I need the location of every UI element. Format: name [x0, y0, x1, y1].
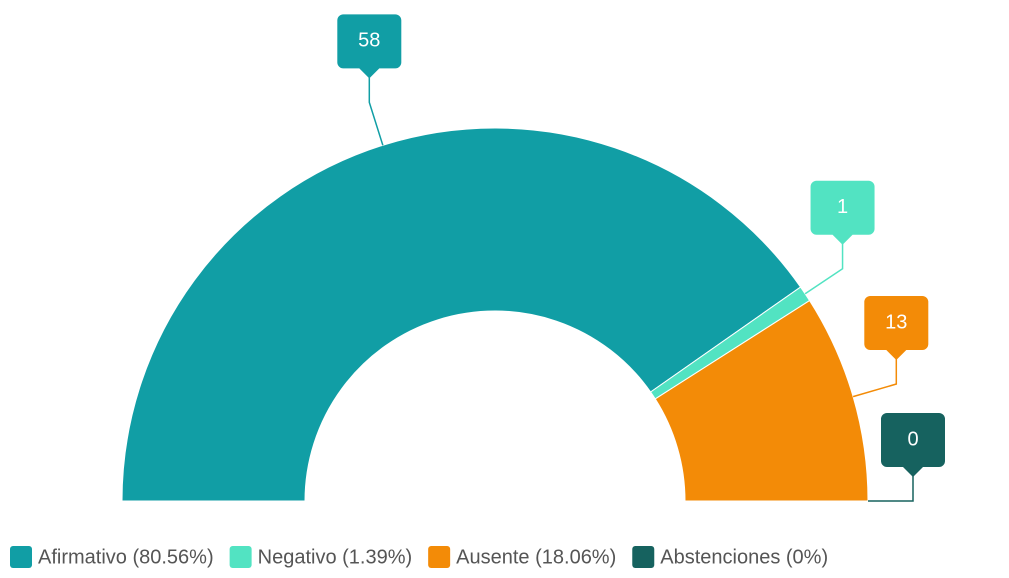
callout-box — [810, 180, 875, 245]
legend-label: Abstenciones (0%) — [660, 546, 828, 568]
data-label: 1 — [837, 196, 848, 218]
data-label: 13 — [885, 311, 907, 333]
callout-box — [337, 14, 402, 79]
legend-label: Ausente (18.06%) — [456, 546, 616, 568]
legend-swatch — [632, 546, 655, 568]
callout-line — [804, 232, 844, 295]
legend-swatch — [428, 546, 451, 568]
callout-box — [881, 413, 945, 477]
callout-box — [864, 296, 929, 361]
data-label: 0 — [907, 428, 918, 450]
legend-label: Negativo (1.39%) — [258, 546, 413, 568]
legend-swatch — [10, 546, 32, 568]
data-label: 58 — [358, 30, 380, 52]
legend-label: Afirmativo (80.56%) — [38, 546, 214, 568]
callout-line — [368, 66, 384, 146]
callout-line — [852, 348, 898, 398]
callout-line — [868, 465, 914, 502]
slice — [121, 127, 802, 502]
legend-swatch — [229, 546, 252, 568]
